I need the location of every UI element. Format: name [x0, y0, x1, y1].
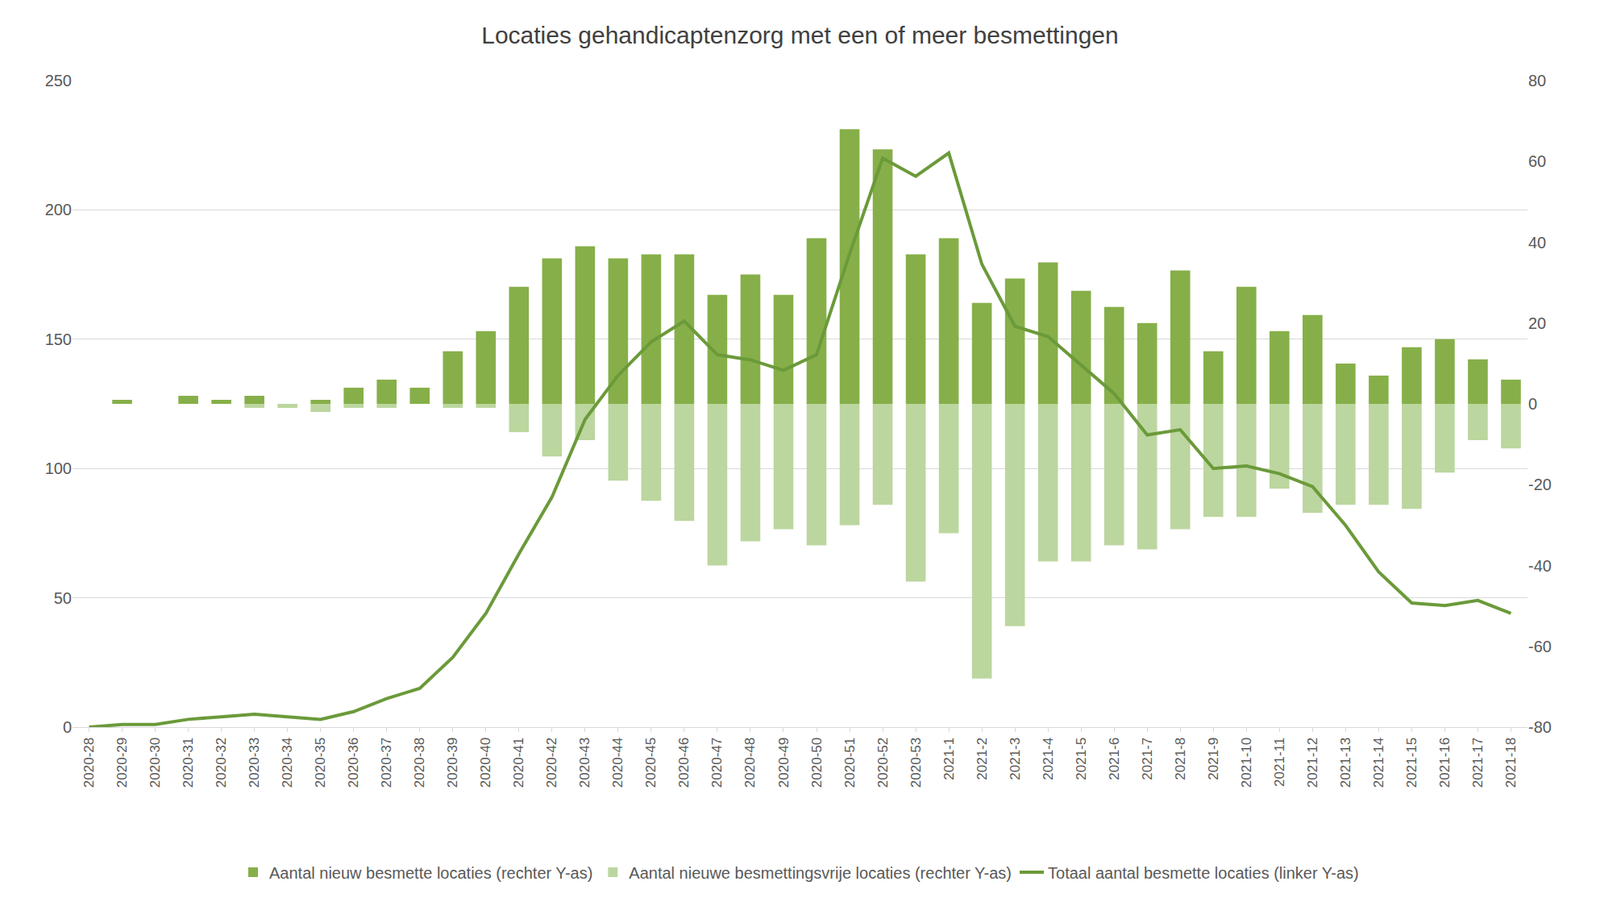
svg-text:2021-5: 2021-5	[1073, 737, 1089, 781]
svg-text:2020-52: 2020-52	[875, 737, 891, 788]
svg-text:2021-13: 2021-13	[1338, 737, 1354, 788]
svg-text:2021-3: 2021-3	[1007, 737, 1023, 781]
svg-text:2020-37: 2020-37	[378, 737, 395, 788]
svg-text:2020-45: 2020-45	[643, 737, 659, 788]
svg-text:2020-43: 2020-43	[577, 737, 593, 788]
svg-text:2020-28: 2020-28	[81, 737, 97, 788]
svg-text:Aantal nieuw besmette locaties: Aantal nieuw besmette locaties (rechter …	[269, 864, 593, 882]
svg-text:2020-47: 2020-47	[709, 737, 725, 788]
svg-text:2020-35: 2020-35	[312, 737, 329, 788]
svg-text:2020-32: 2020-32	[213, 737, 229, 788]
svg-text:-60: -60	[1528, 637, 1552, 656]
svg-text:2021-15: 2021-15	[1404, 737, 1420, 788]
svg-text:2021-4: 2021-4	[1040, 737, 1056, 781]
svg-text:2021-9: 2021-9	[1205, 737, 1222, 781]
svg-text:2021-14: 2021-14	[1371, 737, 1387, 788]
svg-text:2021-12: 2021-12	[1304, 737, 1321, 788]
svg-text:2021-10: 2021-10	[1238, 737, 1255, 788]
svg-text:80: 80	[1528, 71, 1546, 90]
svg-text:2021-6: 2021-6	[1106, 737, 1123, 781]
svg-text:2020-31: 2020-31	[180, 737, 196, 788]
svg-text:-20: -20	[1528, 475, 1552, 494]
svg-text:2020-46: 2020-46	[676, 737, 692, 788]
svg-text:0: 0	[62, 718, 72, 736]
svg-text:2020-48: 2020-48	[742, 737, 758, 788]
svg-text:60: 60	[1528, 152, 1546, 171]
svg-text:2020-30: 2020-30	[147, 737, 163, 788]
svg-text:2020-39: 2020-39	[444, 737, 461, 788]
svg-text:2021-18: 2021-18	[1503, 737, 1519, 788]
svg-text:2020-29: 2020-29	[114, 737, 130, 788]
svg-text:Aantal nieuwe besmettingsvrije: Aantal nieuwe besmettingsvrije locaties …	[628, 864, 1012, 882]
svg-text:2020-50: 2020-50	[809, 737, 825, 788]
svg-text:2020-44: 2020-44	[610, 737, 626, 788]
svg-text:2021-2: 2021-2	[974, 737, 990, 781]
svg-text:-40: -40	[1528, 556, 1552, 575]
svg-text:20: 20	[1528, 314, 1546, 333]
svg-text:2020-40: 2020-40	[477, 737, 494, 788]
svg-text:150: 150	[45, 330, 72, 349]
svg-text:2021-17: 2021-17	[1470, 737, 1486, 788]
svg-text:100: 100	[45, 459, 72, 478]
svg-text:0: 0	[1528, 394, 1538, 413]
svg-text:200: 200	[45, 200, 72, 219]
svg-text:2020-41: 2020-41	[511, 737, 527, 788]
svg-text:2020-53: 2020-53	[908, 737, 924, 788]
svg-text:2020-36: 2020-36	[345, 737, 362, 788]
svg-text:2021-1: 2021-1	[941, 737, 957, 781]
svg-text:2020-33: 2020-33	[246, 737, 262, 788]
svg-text:250: 250	[45, 71, 72, 90]
svg-text:-80: -80	[1528, 718, 1552, 736]
svg-text:50: 50	[54, 589, 72, 607]
svg-text:2021-16: 2021-16	[1437, 737, 1453, 788]
svg-text:2020-34: 2020-34	[279, 737, 296, 788]
svg-text:2021-11: 2021-11	[1271, 737, 1288, 787]
svg-text:2021-7: 2021-7	[1139, 737, 1156, 781]
svg-text:40: 40	[1528, 233, 1546, 252]
svg-text:2021-8: 2021-8	[1172, 737, 1189, 781]
svg-text:2020-51: 2020-51	[842, 737, 858, 788]
svg-text:2020-38: 2020-38	[411, 737, 428, 788]
svg-text:Locaties gehandicaptenzorg met: Locaties gehandicaptenzorg met een of me…	[481, 21, 1119, 49]
svg-text:Totaal aantal besmette locatie: Totaal aantal besmette locaties (linker …	[1047, 864, 1359, 882]
svg-text:2020-49: 2020-49	[776, 737, 792, 788]
svg-text:2020-42: 2020-42	[544, 737, 560, 788]
